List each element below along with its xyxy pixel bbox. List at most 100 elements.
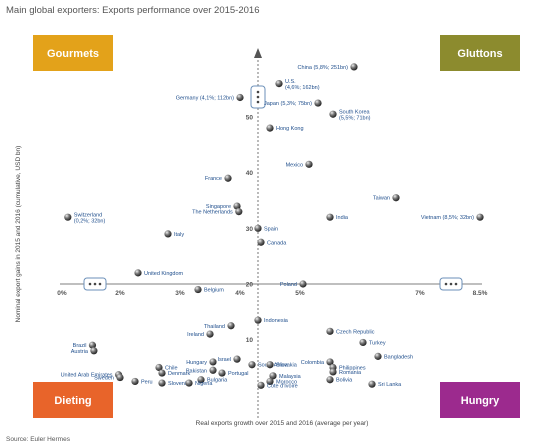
x-tick-label: 3%	[175, 290, 185, 297]
quadrant-dieting: Dieting	[33, 382, 113, 418]
data-label: Singapore	[206, 204, 231, 210]
data-point	[257, 238, 265, 246]
x-axis-break-left	[83, 277, 107, 291]
data-point	[194, 285, 202, 294]
data-point	[374, 352, 382, 360]
y-tick-label: 50	[246, 115, 254, 122]
data-point	[206, 330, 214, 338]
data-label: Israel	[218, 357, 231, 363]
quadrant-gourmets-box	[33, 35, 113, 71]
data-point	[326, 376, 334, 384]
data-label: United Arab Emirates	[61, 373, 113, 379]
data-point	[266, 361, 274, 369]
data-label: Turkey	[369, 340, 386, 346]
data-point	[90, 347, 98, 355]
data-label: Nigeria	[195, 381, 213, 387]
data-point	[224, 174, 232, 182]
data-points: China (5,8%; 251bn) U.S. (4,6%; 162bn) Germ…	[61, 63, 484, 389]
data-label: Ireland	[187, 332, 204, 338]
data-point	[131, 377, 139, 386]
data-label: Vietnam (8,5%; 32bn)	[421, 215, 474, 221]
data-point	[314, 99, 322, 107]
data-label: Germany (4,1%; 112bn)	[176, 96, 234, 102]
quadrant-hungry-box	[440, 382, 520, 418]
x-axis-title: Real exports growth over 2015 and 2016 (…	[196, 420, 369, 427]
quadrant-gourmets: Gourmets	[33, 35, 113, 71]
data-label: Portugal	[228, 371, 249, 377]
data-label: South Korea (5,5%; 71bn)	[339, 110, 371, 122]
x-tick-label: 2%	[115, 290, 125, 297]
data-point	[254, 224, 262, 232]
data-label: Hungary	[186, 360, 207, 366]
data-point	[88, 341, 97, 349]
x-axis-break-right	[439, 277, 463, 291]
data-point	[235, 208, 243, 216]
data-point	[116, 373, 124, 382]
data-label: The Netherlands	[192, 210, 233, 216]
y-tick-label: 30	[246, 226, 254, 233]
data-point	[266, 124, 274, 132]
data-label: Japan (5,3%; 75bn)	[264, 101, 312, 107]
data-label: Sweden	[94, 376, 114, 382]
data-label: Spain	[264, 226, 278, 232]
data-label: Poland	[280, 282, 297, 288]
data-point	[368, 380, 376, 388]
x-tick-label: 7%	[415, 290, 425, 297]
data-label: Cote d'Ivoire	[267, 383, 298, 389]
data-label: Canada	[267, 240, 287, 246]
y-tick-label: 10	[246, 337, 254, 344]
data-point	[64, 213, 72, 221]
quadrant-dieting-box	[33, 382, 113, 418]
data-point	[134, 269, 142, 277]
quadrant-hungry: Hungry	[440, 382, 520, 418]
quadrant-gluttons-label: Gluttons	[457, 48, 502, 60]
data-label: Slovakia	[276, 363, 298, 369]
data-point	[185, 379, 193, 387]
data-point	[227, 322, 235, 330]
data-label: Belgium	[204, 288, 224, 294]
data-label: India	[336, 215, 349, 221]
data-point	[248, 361, 256, 369]
data-label: Switzerland (0,2%; 32bn)	[74, 213, 106, 225]
data-label: Malaysia	[279, 374, 302, 380]
data-point	[197, 376, 205, 384]
data-label: Bulgaria	[207, 378, 228, 384]
data-point	[329, 110, 337, 118]
data-point	[233, 355, 241, 363]
data-point	[392, 194, 400, 202]
data-label: Brazil	[73, 343, 87, 349]
quadrant-gourmets-label: Gourmets	[47, 48, 99, 60]
data-point	[329, 368, 337, 376]
data-label: Colombia	[301, 360, 325, 366]
data-label: Thailand	[204, 324, 225, 330]
quadrant-dieting-label: Dieting	[54, 395, 91, 407]
quadrant-gluttons-box	[440, 35, 520, 71]
data-point	[158, 369, 166, 377]
data-label: Philippines	[339, 366, 366, 372]
quadrant-hungry-label: Hungry	[461, 395, 500, 407]
data-label: Romania	[339, 370, 362, 376]
data-label: Austria	[71, 349, 89, 355]
data-point	[164, 230, 172, 238]
data-point	[155, 363, 163, 372]
data-point	[299, 280, 307, 288]
data-point	[266, 377, 274, 386]
data-point	[359, 338, 367, 347]
y-tick-label: 40	[246, 170, 254, 177]
data-point	[326, 213, 334, 221]
data-label: Slovenia	[168, 381, 190, 387]
data-point	[326, 358, 334, 366]
data-label: Taiwan	[373, 196, 390, 202]
data-point	[305, 160, 313, 168]
source-note: Source: Euler Hermes	[6, 436, 70, 443]
data-point	[275, 80, 283, 88]
data-label: Peru	[141, 379, 153, 385]
data-label: Indonesia	[264, 318, 289, 324]
data-label: Mexico	[286, 162, 303, 168]
data-point	[233, 202, 241, 210]
data-label: U.S. (4,6%; 162bn)	[285, 79, 320, 91]
data-point	[326, 327, 334, 335]
data-label: Sri Lanka	[378, 382, 402, 388]
tick-labels: 0% 2% 3% 4% 5% 7% 8.5% 10 20 30 40 50	[57, 115, 487, 345]
data-label: United Kingdom	[144, 271, 184, 277]
